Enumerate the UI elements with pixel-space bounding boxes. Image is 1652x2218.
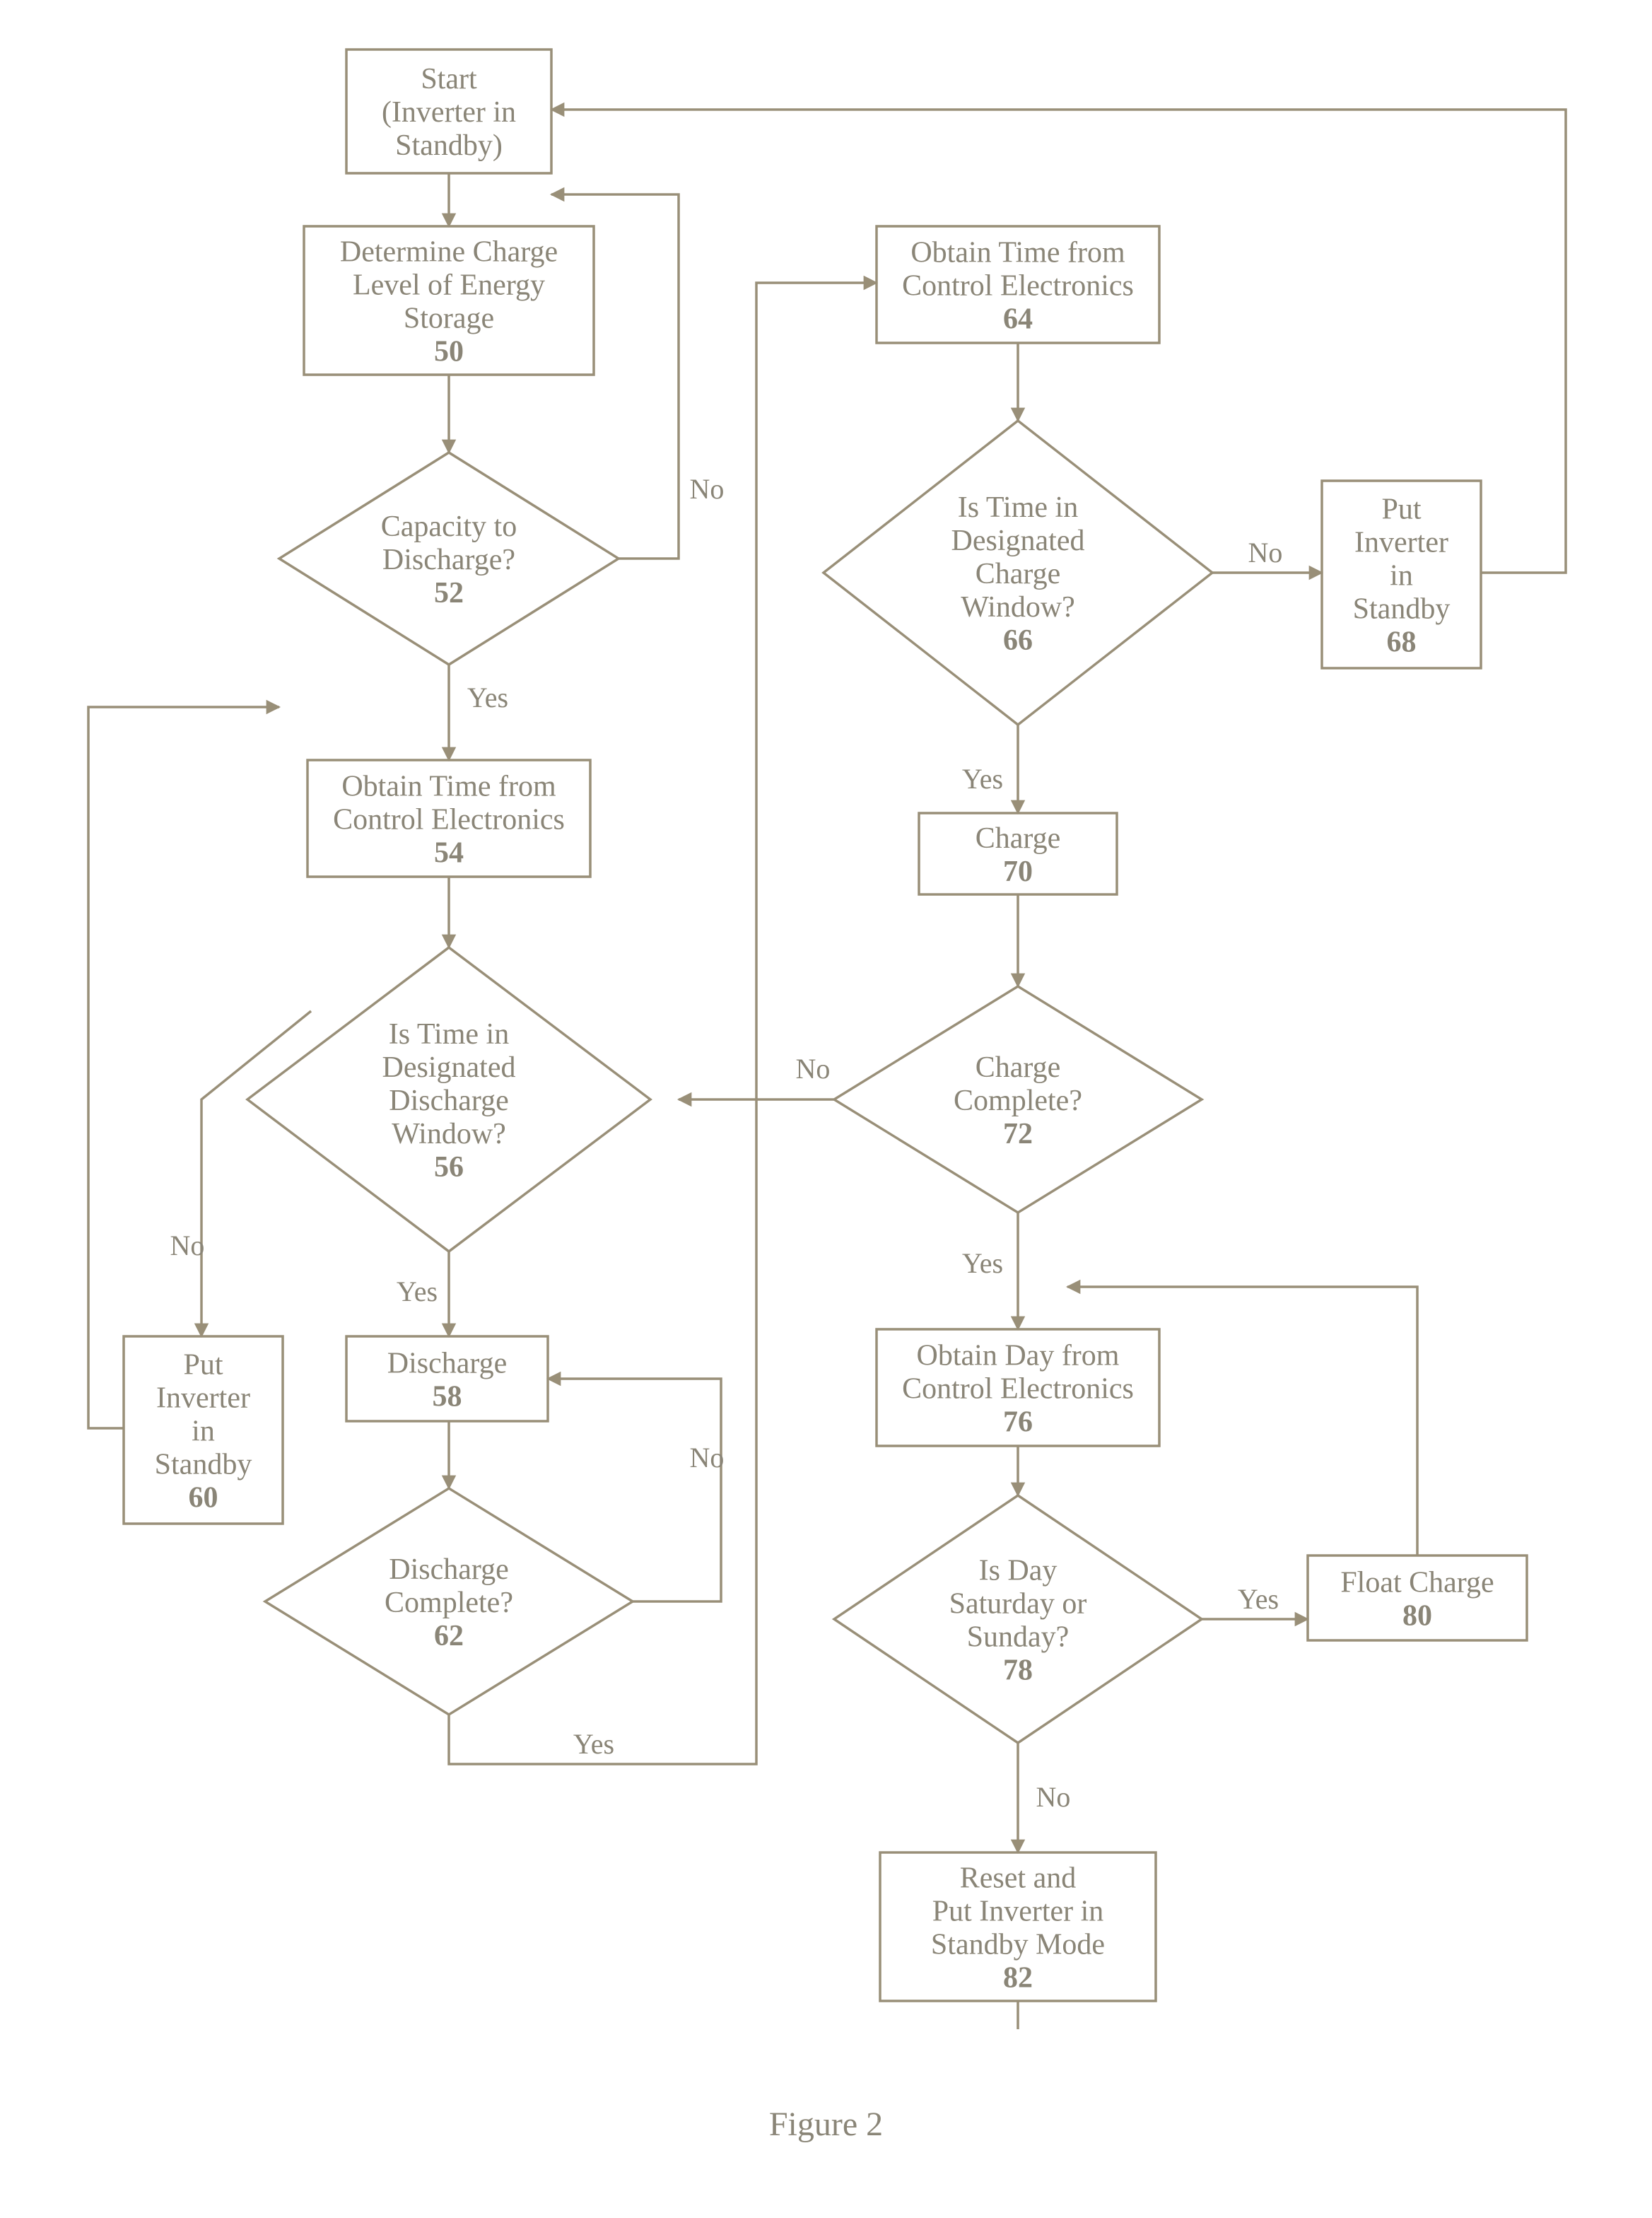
node-n52: Capacity toDischarge?52 (279, 453, 619, 665)
svg-text:72: 72 (1003, 1118, 1033, 1150)
figure-caption: Figure 2 (769, 2106, 883, 2143)
svg-text:Window?: Window? (392, 1118, 506, 1150)
node-n76: Obtain Day fromControl Electronics76 (877, 1329, 1159, 1446)
node-n72: ChargeComplete?72 (834, 986, 1202, 1213)
node-n64: Obtain Time fromControl Electronics64 (877, 226, 1159, 343)
svg-text:Obtain Day from: Obtain Day from (917, 1340, 1120, 1372)
svg-text:56: 56 (434, 1151, 464, 1184)
svg-text:Inverter: Inverter (156, 1382, 250, 1415)
svg-text:60: 60 (189, 1482, 218, 1514)
svg-text:Control Electronics: Control Electronics (902, 270, 1134, 303)
svg-text:Is Time in: Is Time in (958, 491, 1078, 524)
nodes: Start(Inverter inStandby) Determine Charg… (124, 49, 1527, 2001)
svg-text:66: 66 (1003, 624, 1033, 657)
svg-text:in: in (1390, 560, 1413, 593)
svg-text:Complete?: Complete? (954, 1085, 1082, 1117)
svg-text:Is Day: Is Day (979, 1555, 1058, 1587)
node-n82: Reset andPut Inverter inStandby Mode82 (880, 1852, 1156, 2001)
svg-text:70: 70 (1003, 856, 1033, 888)
svg-text:78: 78 (1003, 1654, 1033, 1687)
svg-text:No: No (690, 473, 725, 505)
node-n80: Float Charge80 (1308, 1555, 1527, 1640)
svg-text:in: in (192, 1416, 215, 1448)
flowchart: YesYesNoNoNoYesYesYesNoNoNoYesStart(Inve… (0, 0, 1652, 2218)
node-n62: DischargeComplete?62 (265, 1488, 633, 1715)
svg-text:Standby): Standby) (395, 129, 503, 162)
svg-text:Level of Energy: Level of Energy (353, 269, 545, 302)
svg-text:Standby Mode: Standby Mode (931, 1929, 1105, 1961)
svg-text:68: 68 (1387, 626, 1417, 659)
svg-text:Discharge: Discharge (389, 1085, 509, 1117)
svg-text:Determine Charge: Determine Charge (340, 236, 558, 269)
node-n50: Determine ChargeLevel of EnergyStorage50 (304, 226, 594, 375)
svg-text:Standby: Standby (1353, 593, 1451, 626)
svg-text:No: No (796, 1053, 831, 1085)
node-start: Start(Inverter inStandby) (346, 49, 551, 173)
svg-text:50: 50 (434, 336, 464, 368)
svg-text:Put Inverter in: Put Inverter in (932, 1896, 1104, 1928)
svg-text:62: 62 (434, 1620, 464, 1652)
svg-text:Discharge: Discharge (389, 1553, 509, 1586)
svg-text:Obtain Time from: Obtain Time from (341, 771, 556, 803)
svg-text:Yes: Yes (573, 1728, 614, 1760)
svg-text:Put: Put (1381, 494, 1421, 526)
node-n54: Obtain Time fromControl Electronics54 (307, 760, 590, 877)
svg-text:(Inverter in: (Inverter in (382, 96, 516, 129)
svg-text:Discharge?: Discharge? (382, 544, 515, 576)
svg-text:Inverter: Inverter (1354, 527, 1448, 559)
svg-text:Is Time in: Is Time in (389, 1018, 509, 1051)
svg-text:Yes: Yes (1238, 1583, 1279, 1615)
svg-text:Capacity to: Capacity to (381, 510, 517, 543)
svg-text:Charge: Charge (976, 558, 1061, 590)
svg-text:Start: Start (421, 63, 477, 95)
svg-text:Charge: Charge (976, 822, 1061, 855)
svg-text:No: No (1036, 1781, 1071, 1813)
svg-text:76: 76 (1003, 1406, 1033, 1439)
svg-text:52: 52 (434, 577, 464, 609)
svg-text:Control Electronics: Control Electronics (902, 1373, 1134, 1406)
node-n66: Is Time inDesignatedChargeWindow?66 (824, 421, 1212, 725)
svg-text:82: 82 (1003, 1962, 1033, 1995)
svg-text:Charge: Charge (976, 1051, 1061, 1084)
svg-text:No: No (690, 1442, 725, 1473)
svg-text:Discharge: Discharge (387, 1348, 508, 1380)
svg-text:Obtain Time from: Obtain Time from (910, 237, 1125, 269)
node-n70: Charge70 (919, 813, 1117, 894)
node-n56: Is Time inDesignatedDischargeWindow?56 (247, 947, 650, 1251)
svg-text:Saturday or: Saturday or (949, 1588, 1087, 1621)
svg-text:Control Electronics: Control Electronics (333, 804, 565, 836)
node-n68: PutInverterinStandby68 (1322, 481, 1481, 668)
svg-text:64: 64 (1003, 303, 1033, 336)
svg-text:Yes: Yes (962, 1247, 1003, 1279)
svg-text:Yes: Yes (962, 763, 1003, 795)
svg-text:Reset and: Reset and (960, 1862, 1076, 1895)
svg-text:Window?: Window? (961, 591, 1075, 624)
node-n58: Discharge58 (346, 1336, 548, 1421)
svg-text:Yes: Yes (397, 1276, 438, 1307)
svg-text:Float Charge: Float Charge (1340, 1567, 1494, 1599)
svg-text:Yes: Yes (467, 682, 508, 713)
svg-text:Designated: Designated (382, 1051, 516, 1084)
node-n60: PutInverterinStandby60 (124, 1336, 283, 1524)
node-n78: Is DaySaturday orSunday?78 (834, 1495, 1202, 1743)
svg-text:80: 80 (1402, 1600, 1432, 1633)
svg-text:Designated: Designated (951, 525, 1085, 557)
edges: Yes Yes No No No Yes Yes Yes No No No Yes (88, 110, 1566, 2029)
svg-text:No: No (1248, 537, 1283, 568)
svg-text:Standby: Standby (155, 1449, 252, 1481)
svg-text:Complete?: Complete? (385, 1587, 513, 1619)
svg-text:Sunday?: Sunday? (967, 1621, 1070, 1654)
svg-text:No: No (170, 1230, 205, 1261)
svg-text:54: 54 (434, 837, 464, 870)
svg-text:Storage: Storage (404, 303, 494, 335)
svg-text:Put: Put (183, 1349, 223, 1382)
svg-text:58: 58 (433, 1381, 462, 1413)
